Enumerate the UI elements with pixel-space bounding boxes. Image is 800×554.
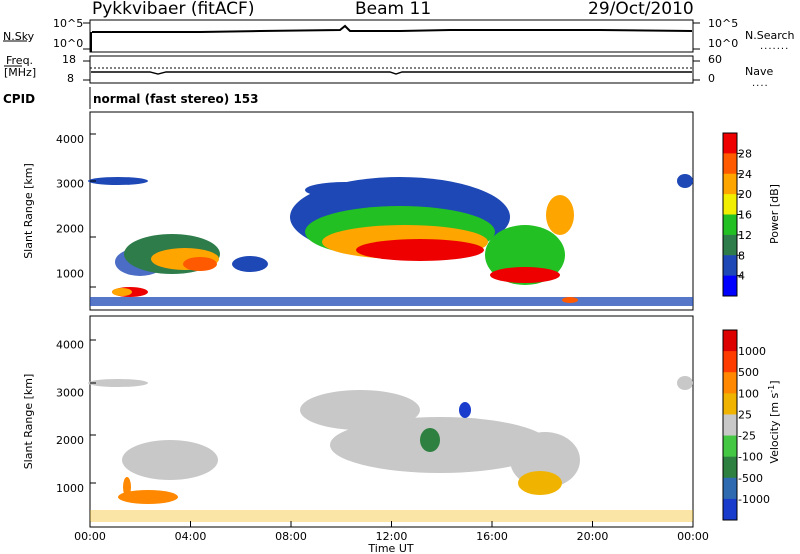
y-tick-label: 4000 (56, 339, 84, 352)
freq-tick-bottom: 8 (67, 72, 74, 85)
velocity-tick-label: -500 (738, 472, 763, 485)
velocity-tick-label: 25 (738, 408, 752, 421)
colorbar-swatch (723, 194, 737, 215)
y-axis-label: Slant Range [km] (22, 163, 35, 259)
velocity-tick-label: -100 (738, 451, 763, 464)
nsky-tick-top: 10^5 (53, 17, 84, 30)
nave-label: Nave (745, 65, 774, 78)
colorbar-swatch (723, 351, 737, 373)
y-tick-label: 1000 (56, 482, 84, 495)
x-axis-label: Time UT (367, 542, 413, 554)
power-tick-label: 4 (738, 270, 745, 283)
nsearch-tick-bottom: 10^0 (708, 37, 739, 50)
colorbar-swatch (723, 435, 737, 458)
x-tick-label: 16:00 (476, 530, 508, 543)
colorbar-swatch (723, 275, 737, 297)
power-tick-label: 8 (738, 249, 745, 262)
colorbar-swatch (723, 214, 737, 236)
time-axis: 00:00 04:00 08:00 12:00 16:00 20:00 00:00 Time … (74, 521, 709, 554)
cpid-label: CPID (3, 92, 36, 106)
power-echoes (88, 174, 693, 306)
svg-text:.......: ....... (760, 41, 789, 52)
nsearch-label: N.Search (745, 29, 795, 42)
colorbar-swatch (723, 153, 737, 175)
nsky-tick-bottom: 10^0 (53, 37, 84, 50)
velocity-panel (88, 315, 694, 528)
colorbar-swatch (723, 372, 737, 394)
colorbar-frame (722, 329, 738, 521)
nave-tick-top: 60 (708, 53, 722, 66)
x-tick-label: 00:00 (677, 530, 709, 543)
colorbar-swatch (723, 133, 737, 154)
x-tick-label: 20:00 (577, 530, 609, 543)
velocity-tick-label: -1000 (738, 493, 770, 506)
power-tick-label: 16 (738, 209, 752, 222)
colorbar-swatch (723, 498, 737, 521)
velocity-tick-label: 1000 (738, 345, 766, 358)
freq-tick-top: 18 (62, 53, 76, 66)
nsky-panel: ....... (3, 19, 789, 53)
velocity-axis: 1000 2000 3000 4000 Slant Range [km] (22, 339, 84, 495)
y-tick-label: 3000 (56, 386, 84, 399)
velocity-tick-label: 500 (738, 366, 759, 379)
beam-label: Beam 11 (355, 0, 432, 19)
colorbar-swatch (723, 456, 737, 479)
y-tick-label: 3000 (56, 178, 84, 191)
y-tick-label: 4000 (56, 133, 84, 146)
nsearch-tick-top: 10^5 (708, 17, 739, 30)
power-tick-label: 20 (738, 188, 752, 201)
y-tick-label: 1000 (56, 267, 84, 280)
power-tick-label: 24 (738, 168, 752, 181)
freq-panel: .... (4, 55, 769, 89)
x-tick-label: 12:00 (376, 530, 408, 543)
colorbar-labels: 4 8 12 16 20 24 28 Power [dB] 1000 500 100 25 -25 -10… (737, 147, 781, 506)
cpid-mode: normal (fast stereo) 153 (93, 92, 259, 106)
svg-text:....: .... (752, 78, 769, 89)
freq-unit: [MHz] (4, 66, 37, 79)
colorbar-swatch (723, 255, 737, 277)
freq-label: Freq. (6, 54, 34, 67)
power-colorbar (722, 132, 738, 297)
colorbar-swatch (723, 173, 737, 195)
date-label: 29/Oct/2010 (588, 0, 694, 19)
x-tick-label: 08:00 (275, 530, 307, 543)
power-panel (88, 111, 694, 311)
velocity-colorbar-label: Velocity [m s-1] (767, 380, 782, 463)
velocity-echoes (88, 376, 693, 522)
velocity-colorbar (722, 329, 738, 521)
station-title: Pykkvibaer (fitACF) (92, 0, 255, 19)
colorbar-swatch (723, 330, 737, 352)
nsky-label: N.Sky (3, 30, 35, 43)
y-tick-label: 2000 (56, 222, 84, 235)
power-colorbar-label: Power [dB] (768, 184, 781, 244)
x-tick-label: 04:00 (175, 530, 207, 543)
y-tick-label: 2000 (56, 434, 84, 447)
power-axis: 1000 2000 3000 4000 Slant Range [km] (22, 133, 84, 280)
y-axis-label: Slant Range [km] (22, 374, 35, 470)
power-tick-label: 12 (738, 229, 752, 242)
colorbar-swatch (723, 477, 737, 500)
nave-tick-bottom: 0 (708, 72, 715, 85)
x-tick-label: 00:00 (74, 530, 106, 543)
power-tick-label: 28 (738, 147, 752, 160)
colorbar-swatch (723, 414, 737, 437)
velocity-tick-label: 100 (738, 387, 759, 400)
colorbar-swatch (723, 234, 737, 256)
velocity-tick-label: -25 (738, 430, 756, 443)
colorbar-swatch (723, 393, 737, 415)
